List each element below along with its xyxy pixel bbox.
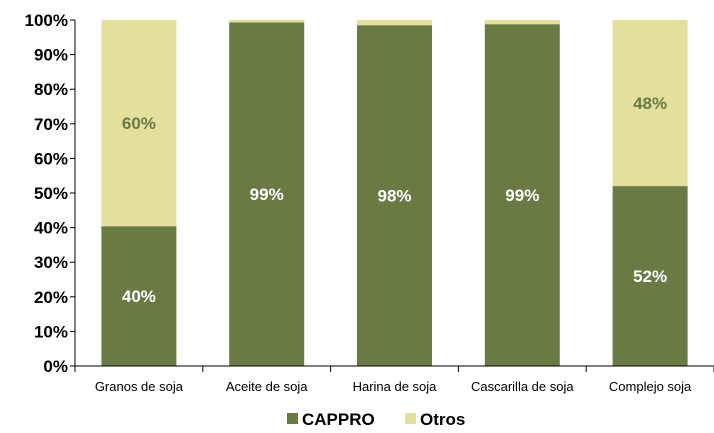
bar-segment-otros [484, 20, 560, 25]
y-tick-label: 90% [34, 46, 68, 65]
data-label: 40% [122, 287, 156, 306]
bar-segment-otros [612, 20, 688, 187]
data-label: 48% [633, 94, 667, 113]
legend-label: CAPPRO [302, 410, 375, 429]
data-label: 98% [377, 187, 411, 206]
bar-segment-otros [101, 20, 177, 227]
bar-segment-cappro [484, 24, 560, 366]
x-tick-label: Complejo soja [609, 379, 692, 394]
legend-swatch-cappro [287, 413, 298, 424]
y-tick-label: 100% [25, 11, 68, 30]
data-label: 52% [633, 267, 667, 286]
x-tick-label: Cascarilla de soja [471, 379, 574, 394]
bars: 40% 60% 99% 98% 99% 52% 48% [101, 20, 688, 367]
y-tick-label: 80% [34, 80, 68, 99]
y-tick-label: 50% [34, 184, 68, 203]
x-tick-label: Harina de soja [353, 379, 438, 394]
x-tick-label: Granos de soja [95, 379, 184, 394]
x-axis: Granos de soja Aceite de soja Harina de so… [74, 365, 714, 394]
y-tick-label: 10% [34, 322, 68, 341]
legend-label: Otros [420, 410, 465, 429]
data-label: 99% [250, 185, 284, 204]
y-tick-label: 0% [43, 357, 68, 376]
bar-segment-cappro [612, 186, 688, 366]
x-tick-label: Aceite de soja [226, 379, 308, 394]
bar-segment-cappro [101, 226, 177, 366]
legend: CAPPRO Otros [287, 410, 465, 429]
y-tick-label: 70% [34, 115, 68, 134]
y-tick-label: 60% [34, 149, 68, 168]
legend-swatch-otros [405, 413, 416, 424]
y-tick-label: 30% [34, 253, 68, 272]
y-tick-label: 20% [34, 288, 68, 307]
y-tick-label: 40% [34, 219, 68, 238]
bar-segment-cappro [357, 25, 432, 366]
bar-segment-cappro [229, 22, 305, 367]
y-axis: 0% 10% 20% 30% 40% 50% 60% 70% 80% 90% 100% [25, 11, 76, 376]
bar-segment-otros [357, 20, 432, 26]
data-label: 99% [505, 186, 539, 205]
bar-segment-otros [229, 20, 305, 23]
data-label: 60% [122, 114, 156, 133]
